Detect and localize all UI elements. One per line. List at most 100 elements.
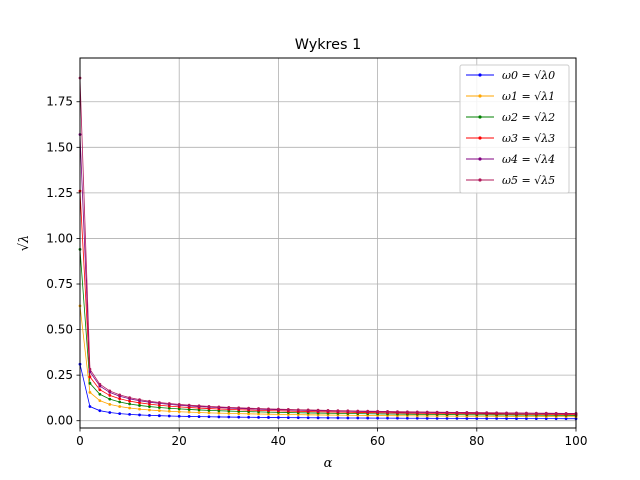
data-point — [167, 414, 171, 418]
data-point — [544, 411, 548, 415]
y-axis-label: √λ — [17, 235, 32, 252]
y-tick-label: 0.25 — [46, 368, 73, 382]
data-point — [108, 402, 112, 406]
data-point — [187, 403, 191, 407]
data-point — [98, 388, 102, 392]
data-point — [386, 416, 389, 420]
data-point — [544, 417, 548, 421]
data-point — [118, 397, 122, 401]
legend-swatch-marker — [478, 157, 482, 161]
data-point — [326, 408, 330, 412]
data-point — [515, 417, 518, 420]
data-point — [485, 417, 489, 420]
data-point — [336, 416, 340, 420]
data-point — [237, 415, 241, 419]
data-point — [88, 381, 92, 385]
data-point — [525, 411, 528, 415]
data-point — [366, 409, 370, 413]
data-point — [455, 410, 459, 414]
legend-swatch-marker — [478, 73, 482, 77]
data-point — [177, 414, 181, 418]
y-tick-label: 0.00 — [46, 414, 73, 428]
data-point — [167, 406, 171, 410]
x-tick-label: 100 — [565, 434, 588, 448]
x-tick-label: 40 — [271, 434, 286, 448]
data-point — [425, 410, 429, 414]
x-tick-label: 60 — [370, 434, 385, 448]
data-point — [296, 416, 300, 420]
data-point — [286, 408, 290, 411]
data-point — [187, 408, 191, 411]
data-point — [257, 415, 260, 419]
data-point — [445, 416, 449, 420]
data-point — [326, 416, 330, 420]
data-point — [177, 410, 181, 414]
data-point — [267, 412, 270, 416]
legend-swatch-marker — [478, 115, 482, 119]
data-point — [138, 398, 141, 402]
data-point — [148, 399, 151, 403]
y-tick-label: 0.50 — [46, 323, 73, 337]
data-point — [138, 407, 141, 411]
data-point — [405, 410, 409, 414]
data-point — [376, 416, 379, 420]
legend-label: ω0 = √λ0 — [502, 69, 555, 82]
data-point — [515, 411, 518, 415]
data-point — [108, 411, 112, 414]
data-point — [138, 413, 141, 417]
data-point — [306, 408, 310, 412]
data-point — [157, 414, 161, 418]
data-point — [415, 410, 419, 414]
data-point — [475, 411, 479, 414]
data-point — [128, 406, 132, 410]
data-point — [217, 411, 221, 415]
legend-swatch-marker — [478, 94, 482, 98]
data-point — [554, 411, 558, 415]
data-point — [227, 405, 231, 409]
data-point — [316, 408, 320, 412]
data-point — [157, 406, 161, 409]
series-5 — [78, 76, 578, 415]
data-point — [396, 410, 399, 413]
data-point — [98, 399, 102, 403]
data-point — [435, 416, 439, 420]
x-tick-label: 0 — [76, 434, 84, 448]
data-point — [445, 410, 449, 414]
data-point — [157, 409, 161, 413]
data-point — [267, 407, 270, 411]
data-point — [148, 408, 151, 412]
y-tick-label: 0.75 — [46, 277, 73, 291]
legend-label: ω5 = √λ5 — [502, 174, 555, 187]
series-layer — [78, 76, 578, 421]
data-point — [88, 375, 92, 379]
y-tick-label: 1.75 — [46, 95, 73, 109]
data-point — [525, 417, 528, 420]
data-point — [495, 417, 499, 420]
data-point — [118, 400, 122, 404]
data-point — [405, 416, 409, 420]
data-point — [495, 411, 499, 415]
x-tick-label: 80 — [469, 434, 484, 448]
data-point — [386, 410, 389, 413]
data-point — [564, 411, 568, 415]
data-point — [118, 393, 122, 397]
data-point — [98, 392, 102, 396]
data-point — [505, 411, 508, 415]
data-point — [376, 409, 379, 413]
data-point — [88, 390, 92, 394]
data-point — [167, 402, 171, 405]
data-point — [247, 415, 251, 419]
data-point — [286, 413, 290, 416]
data-point — [128, 412, 132, 416]
legend-swatch-marker — [478, 178, 482, 182]
data-point — [435, 410, 439, 414]
data-point — [296, 413, 300, 417]
legend: ω0 = √λ0 ω1 = √λ1 ω2 = √λ2 ω3 = √λ3 ω4 = √λ4… — [459, 64, 570, 194]
data-point — [177, 407, 181, 411]
data-point — [118, 412, 122, 416]
legend-swatch-marker — [478, 136, 482, 140]
data-point — [197, 411, 201, 414]
data-point — [296, 408, 300, 412]
data-point — [197, 404, 201, 408]
